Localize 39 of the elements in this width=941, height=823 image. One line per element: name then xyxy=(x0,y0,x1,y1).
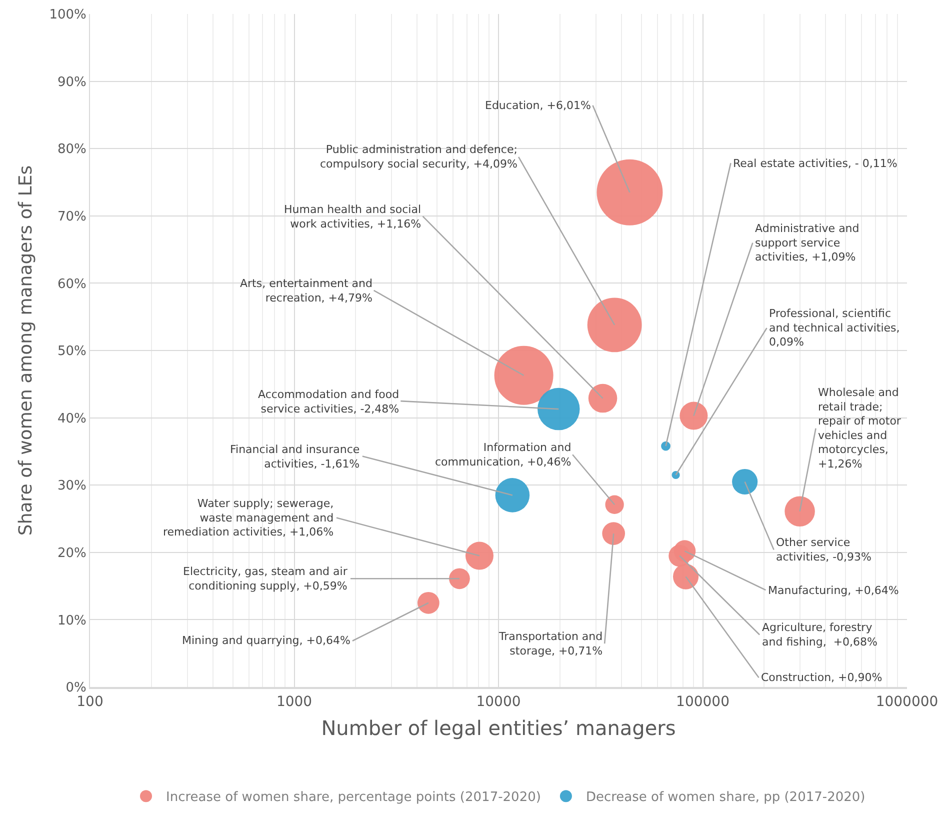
annotation: Agriculture, forestry and fishing, +0,68% xyxy=(762,621,878,648)
y-tick-label: 90% xyxy=(57,74,86,90)
y-tick-label: 60% xyxy=(57,276,86,292)
annotation: Real estate activities, - 0,11% xyxy=(733,157,898,170)
x-tick-label: 1000 xyxy=(276,694,312,710)
annotation: Financial and insurance activities, -1,61% xyxy=(230,443,360,470)
x-axis-title: Number of legal entities’ managers xyxy=(321,716,676,740)
x-tick-label: 1000000 xyxy=(876,694,938,710)
x-tick-label: 100000 xyxy=(676,694,730,710)
annotation: Wholesale and retail trade; repair of motor vehicles and motorcycles, +1,26% xyxy=(818,386,902,470)
y-tick-label: 50% xyxy=(57,344,86,360)
y-tick-label: 100% xyxy=(49,8,86,23)
annotation: Public administration and defence; compulsory social security, +4,09% xyxy=(320,143,518,170)
annotation: Accommodation and food service activities, -2,48% xyxy=(258,388,400,416)
annotation: Transportation and storage, +0,71% xyxy=(498,630,603,658)
annotation: Information and communication, +0,46% xyxy=(435,441,572,468)
y-tick-label: 10% xyxy=(57,613,86,628)
annotation: Arts, entertainment and recreation, +4,79% xyxy=(240,277,372,304)
annotation: Construction, +0,90% xyxy=(761,671,882,684)
annotation: Education, +6,01% xyxy=(485,99,591,112)
annotation: Electricity, gas, steam and air conditioning supply, +0,59% xyxy=(183,565,348,592)
legend-label: Increase of women share, percentage points (2017-2020) xyxy=(166,790,541,806)
y-tick-label: 80% xyxy=(57,142,86,158)
y-axis-title: Share of women among managers of LEs xyxy=(15,165,36,536)
annotation: Other service activities, -0,93% xyxy=(776,536,872,564)
annotation: Professional, scientific and technical activities, 0,09% xyxy=(769,307,900,349)
x-tick-label: 10000 xyxy=(476,694,521,710)
annotation: Administrative and support service activities, +1,09% xyxy=(755,222,860,264)
annotation: Water supply; sewerage, waste management and remediation activities, +1,06% xyxy=(163,497,334,539)
y-tick-label: 20% xyxy=(57,546,86,561)
x-tick-label: 100 xyxy=(76,694,104,710)
y-tick-label: 0% xyxy=(66,680,86,696)
annotation: Mining and quarrying, +0,64% xyxy=(182,634,350,647)
y-tick-label: 40% xyxy=(57,411,86,426)
y-tick-label: 70% xyxy=(57,209,86,224)
y-tick-label: 30% xyxy=(57,478,86,494)
annotation: Manufacturing, +0,64% xyxy=(768,584,899,597)
annotation: Human health and social work activities, +1,16% xyxy=(284,203,422,230)
legend-label: Decrease of women share, pp (2017-2020) xyxy=(586,790,866,806)
